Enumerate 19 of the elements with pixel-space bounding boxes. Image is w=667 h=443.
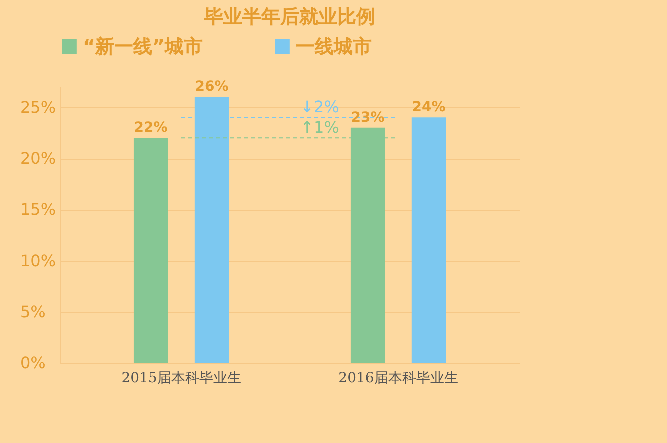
y-tick-label: 25% (20, 98, 56, 117)
ref-line-label: ↑1% (300, 118, 340, 138)
bar (134, 138, 168, 363)
y-tick-label: 5% (20, 302, 46, 322)
y-tick-label: 15% (20, 200, 56, 220)
x-tick-label: 2016届本科毕业生 (338, 370, 458, 386)
ref-line-label: ↓2% (300, 98, 340, 117)
data-label: 26% (195, 79, 229, 96)
x-tick-label: 2015届本科毕业生 (122, 370, 242, 386)
y-tick-label: 10% (20, 251, 56, 270)
legend-label: 一线城市 (296, 36, 372, 58)
chart-title: 毕业半年后就业比例 (204, 6, 376, 28)
data-label: 24% (412, 100, 446, 116)
y-tick-label: 20% (20, 149, 56, 168)
data-label: 23% (351, 110, 385, 126)
y-tick-label: 0% (20, 354, 46, 372)
legend-label: “新一线”城市 (83, 36, 203, 58)
data-label: 22% (134, 120, 168, 136)
bar (412, 118, 446, 363)
